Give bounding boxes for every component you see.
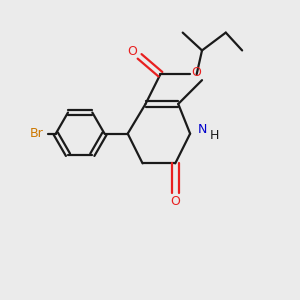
Text: O: O — [170, 195, 180, 208]
Text: H: H — [209, 129, 219, 142]
Text: O: O — [127, 45, 137, 58]
Text: N: N — [198, 123, 208, 136]
Text: Br: Br — [30, 127, 44, 140]
Text: O: O — [192, 66, 202, 79]
